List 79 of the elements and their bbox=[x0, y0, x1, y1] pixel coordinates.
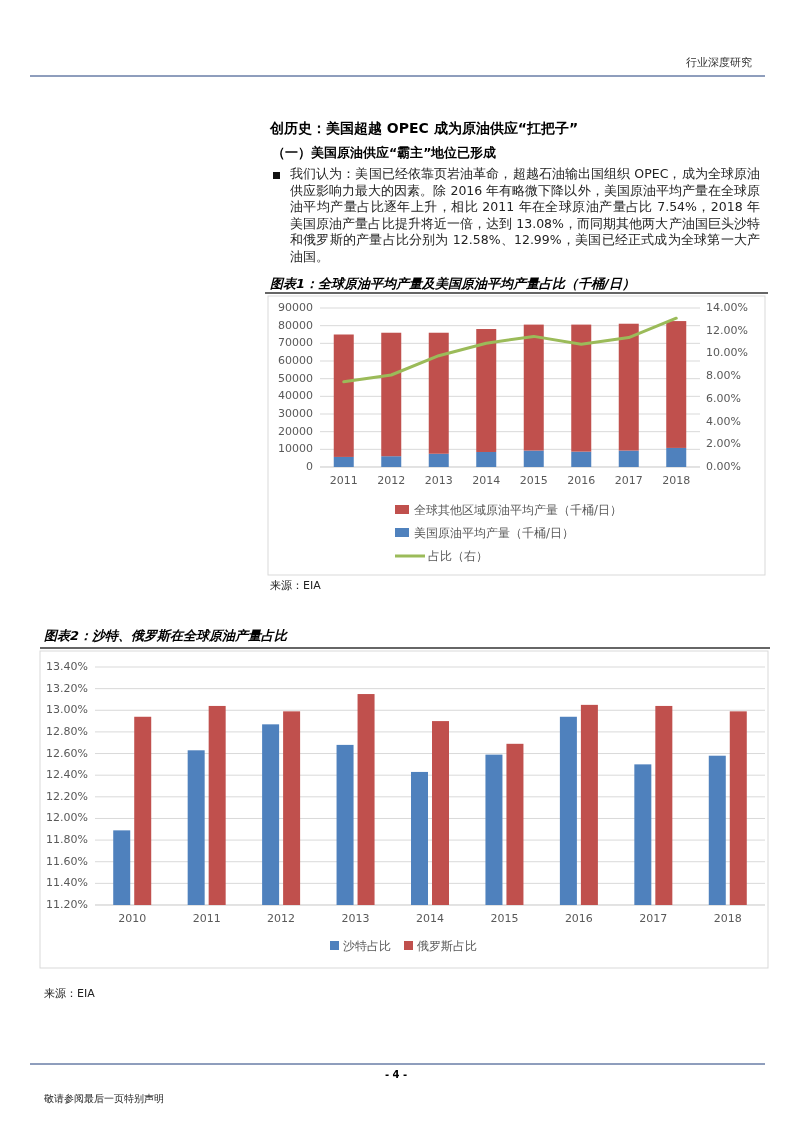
x-tick-label: 2017 bbox=[639, 912, 668, 925]
x-tick-label: 2012 bbox=[267, 912, 296, 925]
x-tick-label: 2017 bbox=[614, 474, 643, 487]
y2-tick-label: 10.00% bbox=[706, 346, 748, 360]
text: - 4 - bbox=[384, 1069, 408, 1080]
text: 敬请参阅最后一页特别声明 bbox=[44, 1093, 164, 1104]
y-tick-label: 12.00% bbox=[46, 811, 88, 825]
bar bbox=[381, 332, 402, 457]
y-tick-label: 80000 bbox=[278, 318, 313, 332]
y-tick-label: 12.40% bbox=[46, 768, 88, 782]
y2-tick-label: 0.00% bbox=[706, 460, 741, 473]
y2-tick-label: 8.00% bbox=[706, 369, 741, 383]
y-tick-label: 13.20% bbox=[46, 681, 88, 695]
y2-tick-label: 2.00% bbox=[706, 437, 741, 451]
y-tick-label: 13.00% bbox=[46, 703, 88, 717]
y2-tick-label: 14.00% bbox=[706, 301, 748, 314]
y-tick-label: 11.20% bbox=[46, 898, 88, 911]
text: 我们认为：美国已经依靠页岩油革命，超越石油输出国组织 OPEC，成为全球原油供应影响力最大的因素。除 2016 年有略微下降以外，美国原油平均产量在全球原油平均产量占比逐年上升，相比 2011 年在全球原油产量占比 7.54%，2018 年美国原油产量占比提升将近一倍，达到 13.08%，而同期其他两大产油国巨头沙特和俄罗斯的产量占比分别为 12.58%、12.99%，美国已经正式成为全球第一大产油国。 bbox=[290, 166, 760, 265]
legend-label: 占比（右） bbox=[428, 548, 488, 563]
y-tick-label: 11.60% bbox=[46, 854, 88, 868]
y2-tick-label: 4.00% bbox=[706, 414, 741, 428]
y-tick-label: 90000 bbox=[278, 301, 313, 314]
y-tick-label: 20000 bbox=[278, 424, 313, 438]
y-tick-label: 70000 bbox=[278, 336, 313, 350]
legend-label: 沙特占比 bbox=[343, 938, 391, 953]
source-note: 来源：EIA bbox=[44, 987, 96, 1000]
x-tick-label: 2012 bbox=[377, 474, 406, 487]
x-tick-label: 2013 bbox=[341, 912, 370, 925]
x-tick-label: 2014 bbox=[416, 912, 444, 925]
chart-title: 图表1：全球原油平均产量及美国原油平均产量占比（千桶/日） bbox=[270, 276, 635, 291]
x-tick-label: 2018 bbox=[713, 912, 742, 925]
source-note: 来源：EIA bbox=[270, 579, 322, 592]
bar bbox=[333, 456, 354, 467]
bar bbox=[666, 447, 687, 467]
bar bbox=[618, 450, 639, 467]
x-tick-label: 2016 bbox=[567, 474, 596, 487]
bar bbox=[571, 324, 592, 452]
y2-tick-label: 12.00% bbox=[706, 323, 748, 337]
y-tick-label: 30000 bbox=[278, 407, 313, 420]
x-tick-label: 2015 bbox=[519, 474, 548, 487]
line-series bbox=[342, 316, 678, 384]
y-tick-label: 12.20% bbox=[46, 789, 88, 803]
y-tick-label: 10000 bbox=[278, 442, 313, 456]
y-tick-label: 12.80% bbox=[46, 724, 88, 738]
legend-label: 俄罗斯占比 bbox=[417, 938, 477, 953]
x-tick-label: 2015 bbox=[490, 912, 519, 925]
y-tick-label: 40000 bbox=[278, 389, 313, 403]
x-tick-label: 2016 bbox=[564, 912, 593, 925]
x-tick-label: 2018 bbox=[662, 474, 691, 487]
x-tick-label: 2011 bbox=[329, 474, 358, 487]
bar bbox=[571, 451, 592, 467]
text: 创历史：美国超越 OPEC 成为原油供应“扛把子” bbox=[269, 120, 579, 136]
y-tick-label: 12.60% bbox=[46, 746, 88, 760]
text: （一）美国原油供应“霸主”地位已形成 bbox=[272, 145, 497, 160]
y-tick-label: 50000 bbox=[278, 371, 313, 385]
x-tick-label: 2011 bbox=[192, 912, 221, 925]
bar bbox=[333, 334, 354, 457]
bar bbox=[476, 329, 497, 452]
y-tick-label: 60000 bbox=[278, 354, 313, 367]
x-tick-label: 2010 bbox=[118, 912, 147, 925]
y-tick-label: 13.40% bbox=[46, 660, 88, 673]
bar bbox=[381, 456, 402, 467]
chart-title: 图表2：沙特、俄罗斯在全球原油产量占比 bbox=[44, 628, 289, 643]
legend-label: 全球其他区域原油平均产量（千桶/日） bbox=[414, 502, 622, 517]
bar bbox=[523, 450, 544, 467]
y-tick-label: 11.80% bbox=[46, 833, 88, 847]
bar bbox=[428, 332, 449, 454]
bar bbox=[476, 451, 497, 467]
y-tick-label: 11.40% bbox=[46, 876, 88, 890]
text: 行业深度研究 bbox=[686, 56, 752, 69]
legend-label: 美国原油平均产量（千桶/日） bbox=[414, 525, 574, 540]
bar bbox=[523, 324, 544, 451]
bar bbox=[666, 321, 687, 448]
y-tick-label: 0 bbox=[306, 460, 313, 473]
y2-tick-label: 6.00% bbox=[706, 391, 741, 405]
x-tick-label: 2014 bbox=[472, 474, 501, 487]
x-tick-label: 2013 bbox=[424, 474, 453, 487]
bar bbox=[428, 453, 449, 467]
bar bbox=[618, 323, 639, 451]
